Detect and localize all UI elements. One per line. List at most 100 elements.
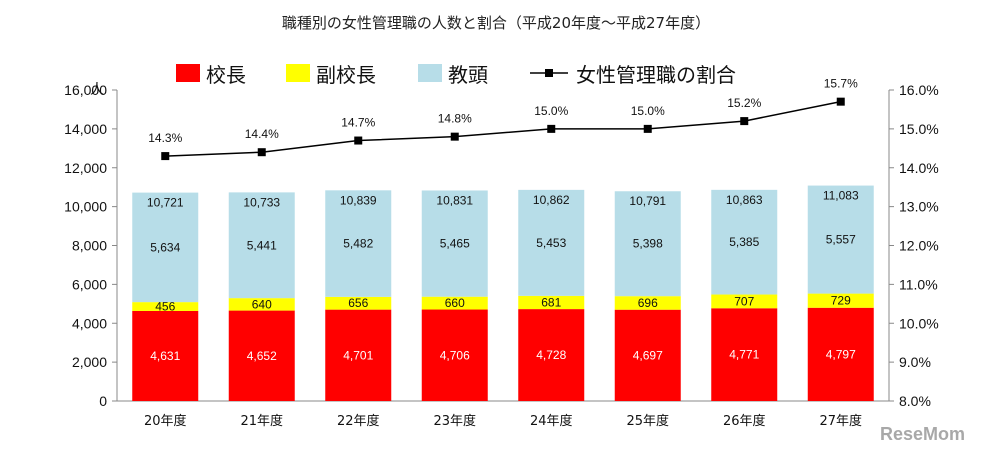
x-tick-label: 26年度 [723,413,766,429]
bar-total-label: 10,862 [533,193,570,207]
bar-value-label: 660 [445,296,465,310]
y-left-tick-label: 12,000 [64,160,107,176]
ratio-value-label: 14.7% [341,116,375,130]
bar-segment-principal [421,309,488,401]
bar-segment-head-teacher [228,192,295,299]
bar-total-label: 11,083 [823,189,859,203]
bar-segment-principal [614,309,681,401]
y-left-tick-label: 14,000 [64,121,107,137]
bar-value-label: 4,701 [343,348,373,362]
bar-segment-head-teacher [614,191,681,297]
bar-segment-principal [807,307,874,401]
y-left-tick-label: 6,000 [72,276,107,292]
bar-segment-vice-principal [807,293,874,308]
bar-total-label: 10,839 [340,193,377,207]
legend-marker-ratio [545,69,553,77]
bar-segment-head-teacher [518,189,585,296]
bar-value-label: 456 [155,300,175,314]
y-left-tick-label: 8,000 [72,238,107,254]
bar-value-label: 640 [252,297,272,311]
bar-value-label: 5,441 [247,238,277,252]
ratio-point [643,124,652,133]
ratio-point [257,148,266,157]
bar-segment-head-teacher [132,192,199,303]
ratio-point [161,152,170,161]
ratio-line [165,100,841,157]
bar-segment-vice-principal [325,296,392,310]
y-right-tick-label: 16.0% [899,82,939,98]
bar-segment-head-teacher [711,189,778,295]
bar-segment-principal [325,309,392,401]
watermark-logo: ReseMom [880,424,965,444]
ratio-value-label: 14.4% [245,127,279,141]
bar-value-label: 681 [541,295,561,309]
bar-value-label: 4,771 [729,348,759,362]
ratio-point [547,124,556,133]
bar-segment-principal [711,308,778,401]
x-tick-label: 25年度 [626,413,669,429]
legend-swatch-vice-principal [286,64,310,82]
bar-segment-vice-principal [228,298,295,311]
y-right-tick-label: 10.0% [899,315,939,331]
y-left-tick-label: 4,000 [72,315,107,331]
bar-value-label: 5,398 [633,237,663,251]
bar-value-label: 4,697 [633,348,663,362]
legend-label-vice-principal: 副校長 [316,63,376,87]
ratio-point [836,97,845,106]
bar-value-label: 5,465 [440,237,470,251]
bar-segment-vice-principal [132,302,199,311]
legend-swatch-head-teacher [418,64,442,82]
bar-value-label: 5,482 [343,237,373,251]
bar-segment-vice-principal [421,296,488,310]
bar-value-label: 4,652 [247,349,277,363]
bar-value-label: 5,453 [536,236,566,250]
legend-label-head-teacher: 教頭 [448,63,488,87]
y-left-tick-label: 16,000 [64,82,107,98]
y-right-tick-label: 14.0% [899,160,939,176]
ratio-value-label: 14.3% [148,131,182,145]
y-left-tick-label: 2,000 [72,354,107,370]
ratio-point [450,132,459,141]
x-tick-label: 24年度 [530,413,573,429]
ratio-point [354,136,363,145]
x-tick-label: 23年度 [433,413,476,429]
bar-value-label: 707 [734,294,754,308]
bar-segment-vice-principal [614,296,681,310]
ratio-value-label: 15.0% [534,104,568,118]
bar-value-label: 656 [348,296,368,310]
bar-segment-principal [518,309,585,401]
bar-segment-head-teacher [807,185,874,294]
bar-value-label: 5,385 [729,235,759,249]
y-right-tick-label: 11.0% [899,276,938,292]
bar-segment-principal [228,310,295,401]
bar-value-label: 4,797 [826,347,856,361]
plot-area: 0 2,000 4,000 6,000 8,000 10,000 12,000 14,000 1… [64,77,939,429]
legend-label-principal: 校長 [206,63,246,87]
bar-total-label: 10,791 [629,194,666,208]
bar-value-label: 4,631 [150,349,180,363]
bar-segment-vice-principal [518,295,585,310]
legend-swatch-principal [176,64,200,82]
y-right-tick-label: 9.0% [899,354,931,370]
ratio-point [740,117,749,126]
ratio-value-label: 15.7% [824,77,858,91]
ratio-value-label: 14.8% [438,112,472,126]
y-right-tick-label: 13.0% [899,199,939,215]
ratio-value-label: 15.2% [727,96,761,110]
legend: 校長 副校長 教頭 女性管理職の割合 [176,63,736,87]
bar-total-label: 10,831 [436,193,473,207]
bar-total-label: 10,721 [147,196,184,210]
bar-value-label: 696 [638,296,658,310]
bar-segment-principal [132,310,199,401]
bar-value-label: 5,557 [826,233,856,247]
bar-segment-head-teacher [325,190,392,297]
bar-segment-head-teacher [421,190,488,297]
x-tick-label: 27年度 [819,413,862,429]
ratio-value-label: 15.0% [631,104,665,118]
y-left-unit: 人 [90,81,104,97]
bar-value-label: 729 [831,294,851,308]
chart-title: 職種別の女性管理職の人数と割合（平成20年度～平成27年度） [282,14,710,32]
bar-total-label: 10,863 [726,193,763,207]
bar-value-label: 5,634 [150,240,180,254]
